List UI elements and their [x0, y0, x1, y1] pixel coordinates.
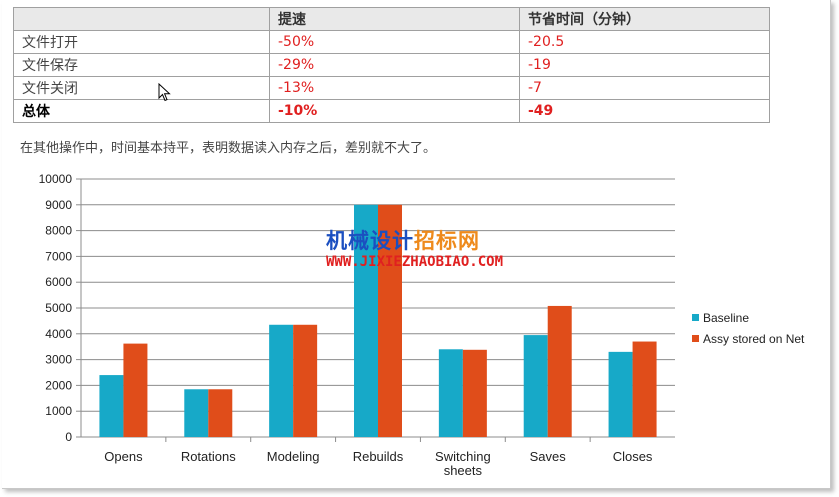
row-speedup: -29% [269, 53, 520, 77]
bar [99, 375, 124, 437]
bar [608, 351, 633, 437]
mouse-pointer-icon [158, 83, 171, 102]
note-text: 在其他操作中，时间基本持平，表明数据读入内存之后，差别就不大了。 [20, 141, 437, 156]
x-category-label: Modeling [267, 449, 320, 464]
bar [208, 389, 233, 437]
bar [547, 305, 572, 437]
header-cell-operation [13, 7, 270, 31]
x-category-label: Switching sheets [435, 449, 491, 478]
stats-table: 提速 节省时间（分钟） 文件打开 -50% -20.5 文件保存 -29% -1… [13, 7, 770, 123]
bar [269, 324, 294, 437]
row-time-saved: -19 [519, 53, 770, 77]
y-tick-label: 1000 [45, 404, 72, 418]
chart-bars [99, 204, 657, 437]
table-header-row: 提速 节省时间（分钟） [13, 7, 770, 31]
y-tick-label: 10000 [39, 172, 73, 186]
table-row: 文件关闭 -13% -7 [13, 76, 770, 100]
row-operation: 总体 [13, 99, 270, 123]
watermark: 机械设计招标网 WWW.JIXIEZHAOBIAO.COM [326, 229, 503, 270]
bar [462, 349, 487, 437]
row-operation: 文件打开 [13, 30, 270, 54]
row-operation: 文件保存 [13, 53, 270, 77]
y-tick-label: 7000 [45, 249, 72, 263]
watermark-orange-text: 招标网 [414, 229, 480, 253]
legend-label: Assy stored on Net [703, 332, 805, 346]
x-category-label: Opens [104, 449, 143, 464]
bar [293, 324, 318, 437]
watermark-blue-text: 机械设计 [326, 229, 414, 253]
row-speedup: -10% [269, 99, 520, 123]
table-row: 文件保存 -29% -19 [13, 53, 770, 77]
row-speedup: -50% [269, 30, 520, 54]
x-category-label: Rebuilds [353, 449, 404, 464]
y-tick-label: 6000 [45, 275, 72, 289]
bar [523, 335, 548, 437]
x-category-label: Rotations [181, 449, 236, 464]
y-tick-label: 5000 [45, 301, 72, 315]
watermark-url: WWW.JIXIEZHAOBIAO.COM [326, 254, 503, 270]
bar [184, 389, 209, 437]
legend-swatch [692, 314, 699, 321]
table-total-row: 总体 -10% -49 [13, 99, 770, 123]
watermark-line1: 机械设计招标网 [326, 229, 480, 253]
y-tick-label: 3000 [45, 353, 72, 367]
y-tick-label: 9000 [45, 198, 72, 212]
y-tick-label: 8000 [45, 224, 72, 238]
bar [378, 204, 402, 437]
x-category-label: Closes [613, 449, 653, 464]
bar [438, 349, 463, 437]
y-tick-label: 4000 [45, 327, 72, 341]
y-tick-label: 2000 [45, 378, 72, 392]
bar [354, 204, 378, 437]
y-tick-label: 0 [65, 430, 72, 444]
legend-label: Baseline [703, 311, 749, 325]
row-time-saved: -49 [519, 99, 770, 123]
bar [123, 343, 148, 437]
legend-swatch [692, 335, 699, 342]
header-cell-time-saved: 节省时间（分钟） [519, 7, 770, 31]
x-category-label: Saves [530, 449, 567, 464]
row-speedup: -13% [269, 76, 520, 100]
header-cell-speedup: 提速 [269, 7, 520, 31]
chart-legend: Baseline Assy stored on Net [692, 311, 805, 346]
bar [632, 341, 657, 437]
chart-labels: 0 1000 2000 3000 4000 5000 6000 7000 8000 9000 100… [39, 172, 653, 478]
